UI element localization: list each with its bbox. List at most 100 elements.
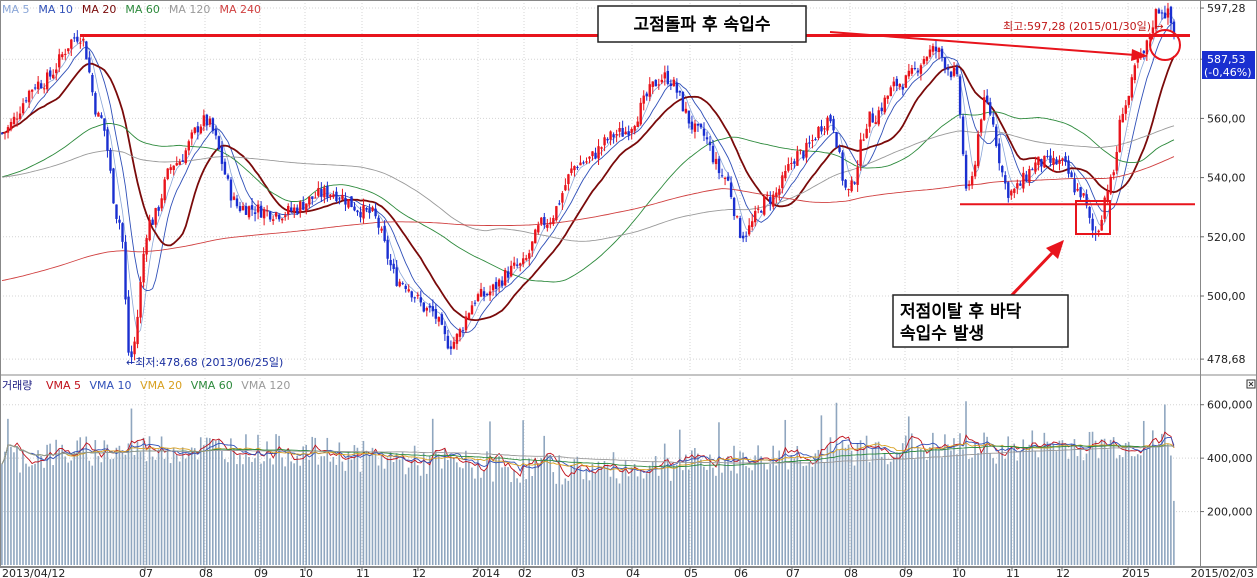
- candle: [1037, 156, 1040, 166]
- volume-bar: [362, 440, 365, 565]
- volume-bar: [558, 455, 561, 565]
- candle: [838, 147, 841, 152]
- volume-bar: [151, 456, 154, 565]
- candle: [371, 207, 374, 211]
- candle: [666, 70, 670, 84]
- volume-bar: [615, 478, 618, 565]
- candle: [808, 142, 811, 144]
- volume-bar: [1007, 436, 1009, 565]
- volume-bar: [187, 453, 190, 565]
- volume-bar: [46, 444, 48, 565]
- volume-bar: [371, 447, 374, 565]
- volume-bar: [612, 452, 615, 565]
- time-tick-label: 02: [518, 567, 532, 578]
- volume-bar: [199, 437, 202, 565]
- legend-item: VMA 20: [140, 379, 182, 392]
- volume-bar: [944, 434, 946, 565]
- candle: [311, 196, 314, 200]
- candle: [1142, 50, 1146, 54]
- volume-bar: [778, 450, 781, 565]
- candle: [732, 197, 736, 217]
- candle: [178, 161, 181, 165]
- volume-bar: [486, 451, 488, 565]
- candle: [546, 224, 549, 228]
- volume-bar: [172, 447, 175, 565]
- candle: [678, 90, 682, 93]
- candle: [585, 161, 588, 163]
- volume-bar: [218, 439, 220, 565]
- volume-bar: [591, 463, 594, 565]
- volume-bar: [657, 475, 660, 565]
- volume-bar: [365, 450, 368, 565]
- volume-bar: [974, 443, 976, 565]
- volume-bar: [892, 456, 895, 565]
- volume-bar: [594, 473, 597, 565]
- candle: [829, 115, 832, 122]
- candle: [904, 75, 908, 88]
- ma-line: [1, 156, 1175, 282]
- volume-bar: [597, 461, 600, 565]
- volume-bar: [124, 454, 127, 565]
- volume-bar: [489, 421, 491, 565]
- candle: [422, 302, 425, 312]
- candle: [525, 258, 528, 260]
- candle: [687, 110, 691, 124]
- volume-bar: [980, 451, 982, 565]
- volume-bar: [923, 451, 925, 565]
- candle: [1160, 12, 1164, 14]
- candle: [115, 204, 118, 219]
- candle: [365, 208, 368, 210]
- volume-bar: [169, 463, 172, 565]
- candle: [1169, 6, 1173, 24]
- volume-bar: [443, 449, 446, 565]
- volume-bar: [477, 459, 479, 565]
- volume-bar: [959, 433, 961, 565]
- candle: [937, 48, 941, 53]
- volume-bar: [281, 457, 283, 565]
- volume-bar: [817, 449, 820, 565]
- candle: [802, 151, 805, 159]
- volume-bar: [666, 457, 669, 565]
- volume-bar: [1112, 437, 1115, 565]
- candle: [130, 351, 133, 358]
- volume-bar: [1079, 445, 1082, 565]
- candle: [820, 126, 823, 132]
- candle: [446, 335, 450, 349]
- vma-line: [1, 431, 1175, 478]
- candle: [868, 111, 871, 127]
- candle: [45, 72, 49, 90]
- candle: [889, 87, 892, 97]
- candle: [1055, 159, 1058, 165]
- volume-bar: [1028, 444, 1031, 565]
- candle: [1127, 95, 1130, 105]
- max-label: 최고:597,28 (2015/01/30일) →: [1003, 19, 1164, 33]
- volume-bar: [410, 460, 413, 565]
- volume-bar: [579, 467, 582, 565]
- candle: [672, 79, 676, 87]
- candle: [259, 205, 263, 218]
- candle: [558, 203, 561, 205]
- volume-bars: [1, 401, 1175, 565]
- volume-bar: [784, 419, 787, 565]
- candle: [1073, 179, 1076, 193]
- grid: [0, 0, 1200, 567]
- time-tick-label: 09: [899, 567, 913, 578]
- price-tick-label: 560,00: [1207, 112, 1246, 125]
- candle: [1052, 157, 1055, 165]
- candle: [473, 302, 477, 304]
- volume-bar: [793, 458, 796, 565]
- candle: [1013, 188, 1016, 193]
- volume-tick-label: 200,000: [1207, 506, 1253, 519]
- candle: [359, 211, 362, 218]
- volume-bar: [962, 449, 964, 565]
- volume-bar: [356, 447, 359, 565]
- candle: [293, 207, 296, 212]
- candle: [386, 239, 389, 259]
- candle: [714, 158, 718, 165]
- candle: [648, 84, 651, 97]
- volume-bar: [1025, 449, 1028, 565]
- volume-bar: [938, 449, 940, 565]
- volume-bar: [1094, 440, 1097, 565]
- volume-bar: [1034, 450, 1037, 565]
